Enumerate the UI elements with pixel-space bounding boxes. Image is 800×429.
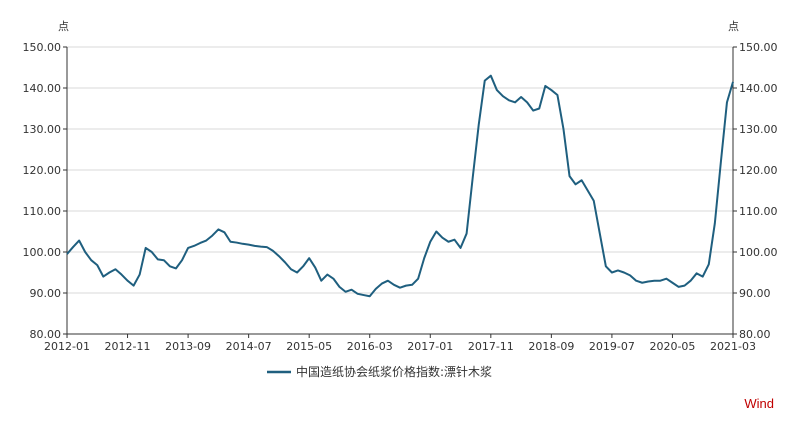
legend-label: 中国造纸协会纸浆价格指数:漂针木浆 (296, 364, 492, 379)
y-tick-label-left: 80.00 (30, 328, 62, 341)
y-tick-label-right: 140.00 (739, 82, 778, 95)
x-tick-label: 2014-07 (226, 340, 272, 353)
left-axis-unit: 点 (58, 20, 69, 33)
x-tick-label: 2017-01 (407, 340, 453, 353)
x-tick-label: 2019-07 (589, 340, 635, 353)
x-tick-label: 2013-09 (165, 340, 211, 353)
y-tick-label-left: 120.00 (23, 164, 62, 177)
x-tick-label: 2020-05 (649, 340, 695, 353)
y-tick-label-right: 120.00 (739, 164, 778, 177)
y-tick-label-left: 110.00 (23, 205, 62, 218)
x-tick-labels: 2012-01 2012-11 2013-09 2014-07 2015-05 2016-… (44, 334, 756, 353)
legend: 中国造纸协会纸浆价格指数:漂针木浆 (267, 364, 492, 379)
y-tick-label-right: 150.00 (739, 41, 778, 54)
x-tick-label: 2015-05 (286, 340, 332, 353)
x-tick-label: 2018-09 (528, 340, 574, 353)
y-tick-label-right: 100.00 (739, 246, 778, 259)
brand-watermark: Wind (744, 396, 774, 411)
y-tick-label-right: 90.00 (739, 287, 771, 300)
y-tick-label-left: 130.00 (23, 123, 62, 136)
y-tick-label-left: 150.00 (23, 41, 62, 54)
y-tick-label-right: 130.00 (739, 123, 778, 136)
gridlines (67, 46, 733, 294)
y-tick-label-left: 90.00 (30, 287, 62, 300)
right-y-tick-labels: 80.00 90.00 100.00 110.00 120.00 130.00 140.00… (733, 41, 778, 341)
y-tick-label-right: 80.00 (739, 328, 771, 341)
right-axis-unit: 点 (728, 20, 739, 33)
x-tick-label: 2012-11 (105, 340, 151, 353)
x-tick-label: 2021-03 (710, 340, 756, 353)
x-tick-label: 2017-11 (468, 340, 514, 353)
x-tick-label: 2012-01 (44, 340, 90, 353)
x-tick-label: 2016-03 (347, 340, 393, 353)
y-tick-label-left: 140.00 (23, 82, 62, 95)
y-tick-label-left: 100.00 (23, 246, 62, 259)
left-y-tick-labels: 80.00 90.00 100.00 110.00 120.00 130.00 140.00… (23, 41, 67, 341)
series-line (66, 74, 734, 298)
axes (66, 47, 734, 335)
y-tick-label-right: 110.00 (739, 205, 778, 218)
